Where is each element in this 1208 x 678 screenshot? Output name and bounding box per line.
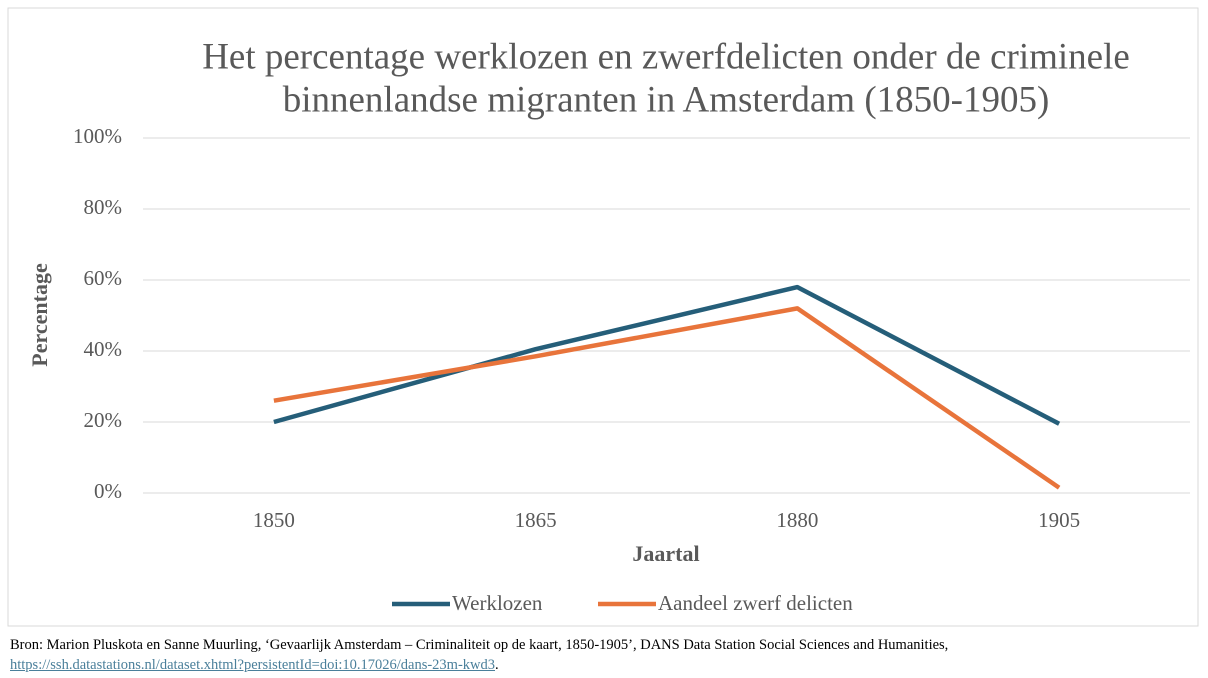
chart-border	[7, 7, 1199, 627]
x-tick-label: 1850	[253, 508, 295, 532]
source-end: .	[495, 657, 499, 673]
source-text: Bron: Marion Pluskota en Sanne Muurling,…	[10, 637, 949, 653]
y-tick-label: 80%	[84, 195, 123, 219]
y-tick-label: 40%	[84, 337, 123, 361]
y-tick-label: 60%	[84, 266, 123, 290]
x-tick-label: 1880	[776, 508, 818, 532]
y-tick-label: 0%	[94, 479, 122, 503]
source-link[interactable]: https://ssh.datastations.nl/dataset.xhtm…	[10, 657, 496, 673]
legend-label: Werklozen	[452, 591, 543, 615]
data-line	[273, 306, 1061, 490]
chart-title: binnenlandse migranten in Amsterdam (185…	[283, 79, 1050, 120]
y-tick-label: 100%	[73, 124, 122, 148]
data-line	[273, 284, 1061, 426]
legend-label: Aandeel zwerf delicten	[658, 591, 853, 615]
y-tick-label: 20%	[84, 408, 123, 432]
chart: Het percentage werklozen en zwerfdelicte…	[7, 7, 1199, 627]
x-tick-label: 1865	[515, 508, 557, 532]
source-note: Bron: Marion Pluskota en Sanne Muurling,…	[10, 635, 1170, 675]
x-axis-title: Jaartal	[632, 541, 699, 566]
x-tick-label: 1905	[1038, 508, 1080, 532]
chart-title: Het percentage werklozen en zwerfdelicte…	[202, 36, 1130, 77]
y-axis-title: Percentage	[27, 263, 52, 367]
